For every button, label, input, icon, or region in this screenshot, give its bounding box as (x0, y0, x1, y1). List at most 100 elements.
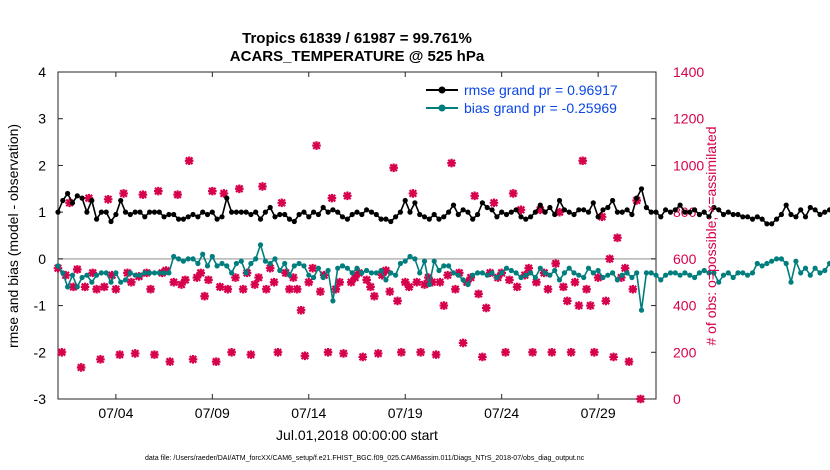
rmse-point (465, 209, 471, 215)
bias-point (137, 272, 143, 278)
bias-point (692, 274, 698, 281)
right-y-axis: 1400120010008006004002000 (651, 64, 704, 407)
bias-point (291, 263, 297, 269)
left-y-tick-label: 2 (38, 157, 46, 173)
rmse-point (817, 211, 823, 218)
left-y-tick-label: 1 (38, 204, 46, 220)
obs-marker (304, 277, 314, 287)
obs-marker (119, 189, 128, 198)
bias-point (682, 270, 688, 276)
rmse-point (282, 211, 288, 218)
bias-point (754, 260, 760, 267)
x-tick-label: 07/29 (581, 405, 616, 421)
bias-point (561, 270, 568, 276)
obs-marker-cross (582, 284, 591, 294)
rmse-point (489, 207, 495, 213)
obs-marker (366, 282, 375, 292)
bias-point (315, 265, 321, 271)
obs-marker-cross (296, 305, 306, 315)
rmse-point (827, 207, 830, 213)
rmse-point (417, 211, 423, 218)
bias-point (547, 272, 553, 278)
bias-point (301, 263, 307, 269)
obs-marker (165, 357, 175, 366)
obs-marker (150, 350, 159, 359)
rmse-point (788, 211, 794, 218)
bias-point (431, 258, 437, 264)
obs-marker-cross (597, 212, 607, 222)
obs-marker (586, 301, 595, 310)
obs-marker (404, 282, 414, 292)
right-y-tick-label: 1000 (673, 157, 704, 173)
obs-marker (265, 263, 275, 273)
bias-point (267, 260, 273, 267)
obs-marker (177, 280, 186, 289)
rmse-point (793, 214, 799, 220)
legend: rmse grand pr = 0.96917 bias grand pr = … (420, 78, 650, 120)
rmse-point (248, 211, 254, 218)
rmse-point (262, 209, 268, 215)
obs-marker (103, 194, 113, 204)
rmse-point (190, 211, 196, 218)
obs-marker-cross (439, 301, 449, 310)
rmse-point (378, 216, 384, 222)
obs-marker-cross (76, 363, 86, 372)
rmse-point (532, 209, 539, 215)
obs-marker (597, 212, 607, 222)
bias-point (581, 274, 587, 281)
obs-marker (196, 268, 206, 278)
obs-marker (377, 270, 387, 280)
bias-point (257, 242, 264, 248)
bias-point (426, 281, 432, 288)
rmse-point (286, 216, 293, 222)
rmse-point (306, 214, 312, 220)
bias-point (629, 274, 635, 281)
obs-marker-cross (412, 277, 422, 287)
bias-point (74, 284, 80, 290)
bias-point (248, 260, 254, 267)
bias-point (412, 256, 418, 262)
bias-point (330, 298, 336, 304)
bias-point (484, 272, 490, 278)
rmse-point (648, 209, 654, 215)
bias-point (595, 267, 601, 274)
bias-point (282, 260, 288, 267)
obs-marker (354, 268, 364, 278)
bias-point (359, 270, 365, 276)
rmse-point (132, 209, 138, 215)
obs-marker (505, 275, 514, 285)
bias-point (320, 274, 326, 281)
obs-marker (339, 349, 348, 358)
rmse-point (508, 209, 514, 215)
rmse-point (518, 214, 524, 220)
rmse-point (566, 209, 572, 215)
obs-marker (451, 284, 460, 294)
rmse-point (204, 211, 211, 218)
obs-marker (474, 289, 483, 299)
obs-marker-cross (547, 347, 557, 357)
x-axis: 07/04 07/09 07/14 07/19 07/24 07/29 (98, 72, 616, 421)
rmse-point (383, 216, 389, 222)
obs-marker-cross (223, 284, 233, 294)
bias-point (571, 270, 577, 276)
bias-point (253, 256, 259, 262)
bias-point (479, 270, 485, 276)
legend-bias-label: bias grand pr = -0.25969 (464, 100, 617, 116)
obs-marker-cross (200, 291, 209, 301)
obs-marker-cross (566, 347, 576, 357)
bias-point (132, 272, 138, 278)
obs-marker-cross (323, 347, 333, 357)
obs-marker (80, 282, 90, 292)
obs-marker-cross (316, 287, 325, 296)
obs-marker (543, 284, 553, 294)
obs-marker-cross (231, 273, 240, 282)
obs-marker-cross (505, 275, 514, 285)
rmse-point (79, 195, 85, 201)
bias-point (306, 272, 312, 278)
rmse-point (108, 218, 114, 225)
rmse-point (354, 209, 360, 215)
rmse-point (122, 209, 129, 215)
obs-marker-cross (593, 273, 603, 282)
obs-marker (262, 284, 271, 294)
bias-point (725, 270, 731, 276)
